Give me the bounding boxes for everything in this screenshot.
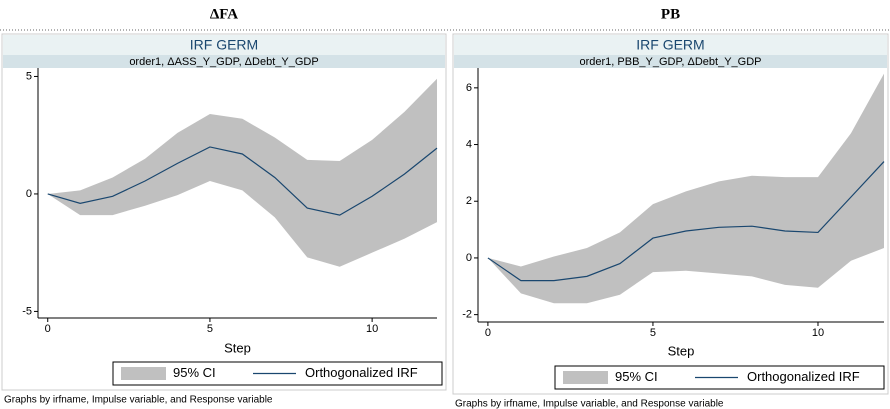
chart-subtitle: order1, PBB_Y_GDP, ΔDebt_Y_GDP <box>579 56 761 68</box>
legend-label: 95% CI <box>615 369 658 384</box>
y-tick-label: 4 <box>466 138 472 150</box>
title-strip <box>3 35 445 55</box>
x-axis-label: Step <box>224 340 251 355</box>
x-axis-label: Step <box>668 343 695 358</box>
legend-label: 95% CI <box>173 365 216 380</box>
panel-heading: ΔFA <box>210 6 238 22</box>
note: Graphs by irfname, Impulse variable, and… <box>4 395 273 406</box>
title-strip <box>454 35 887 55</box>
y-tick-label: 0 <box>466 252 472 264</box>
subtitle-strip <box>3 55 445 68</box>
y-tick-label: 0 <box>26 188 32 200</box>
legend-swatch <box>563 371 608 384</box>
x-tick-label: 0 <box>45 323 51 335</box>
ci-band <box>487 73 884 304</box>
y-tick-label: 6 <box>466 82 472 94</box>
legend-label: Orthogonalized IRF <box>305 365 418 380</box>
ci-band <box>47 78 437 267</box>
y-tick-label: -2 <box>462 309 472 321</box>
legend-label: Orthogonalized IRF <box>747 369 860 384</box>
subtitle-strip <box>454 55 887 68</box>
chart-subtitle: order1, ΔASS_Y_GDP, ΔDebt_Y_GDP <box>129 56 318 68</box>
chart-title: IRF GERM <box>636 37 704 53</box>
y-tick-label: -5 <box>22 305 32 317</box>
y-tick-label: 2 <box>466 195 472 207</box>
panel-heading: PB <box>661 6 680 22</box>
x-tick-label: 10 <box>812 327 824 339</box>
y-tick-label: 5 <box>26 70 32 82</box>
x-tick-label: 5 <box>650 327 656 339</box>
irf-line <box>487 161 885 282</box>
chart-title: IRF GERM <box>190 37 258 53</box>
x-tick-label: 5 <box>207 323 213 335</box>
x-tick-label: 10 <box>366 323 378 335</box>
x-tick-label: 0 <box>485 327 491 339</box>
legend-swatch <box>121 367 166 380</box>
note: Graphs by irfname, Impulse variable, and… <box>455 399 724 409</box>
irf-line <box>47 146 438 216</box>
